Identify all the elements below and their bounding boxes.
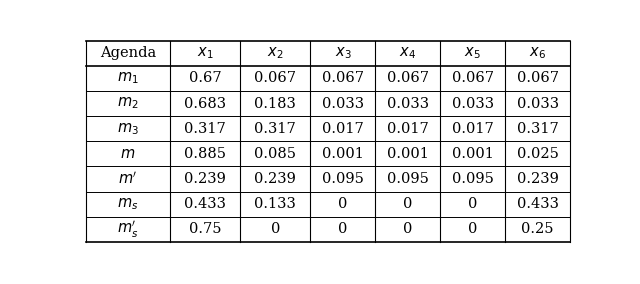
Text: $x_4$: $x_4$ [399, 45, 416, 61]
Text: $x_6$: $x_6$ [529, 45, 546, 61]
Text: 0.239: 0.239 [254, 172, 296, 186]
Text: $m_s$: $m_s$ [117, 196, 138, 212]
Text: Agenda: Agenda [100, 46, 156, 60]
Text: 0.885: 0.885 [184, 147, 226, 161]
Text: 0.067: 0.067 [452, 71, 493, 85]
Text: 0.067: 0.067 [516, 71, 559, 85]
Text: $m_1$: $m_1$ [117, 70, 139, 86]
Text: 0.095: 0.095 [322, 172, 364, 186]
Text: 0.239: 0.239 [184, 172, 226, 186]
Text: 0: 0 [403, 222, 412, 236]
Text: 0.75: 0.75 [189, 222, 221, 236]
Text: 0.033: 0.033 [516, 97, 559, 110]
Text: 0.001: 0.001 [452, 147, 493, 161]
Text: 0.017: 0.017 [452, 122, 493, 136]
Text: $x_1$: $x_1$ [196, 45, 213, 61]
Text: 0.001: 0.001 [387, 147, 429, 161]
Text: 0.239: 0.239 [516, 172, 559, 186]
Text: 0.095: 0.095 [387, 172, 429, 186]
Text: 0: 0 [338, 197, 348, 211]
Text: $m_2$: $m_2$ [117, 96, 139, 111]
Text: 0: 0 [338, 222, 348, 236]
Text: 0.033: 0.033 [452, 97, 493, 110]
Text: 0: 0 [403, 197, 412, 211]
Text: 0.133: 0.133 [254, 197, 296, 211]
Text: 0.317: 0.317 [516, 122, 559, 136]
Text: 0.067: 0.067 [387, 71, 429, 85]
Text: 0.017: 0.017 [322, 122, 364, 136]
Text: 0: 0 [468, 197, 477, 211]
Text: 0.433: 0.433 [516, 197, 559, 211]
Text: $x_5$: $x_5$ [465, 45, 481, 61]
Text: $m'$: $m'$ [118, 171, 138, 187]
Text: 0.317: 0.317 [254, 122, 296, 136]
Text: 0.433: 0.433 [184, 197, 226, 211]
Text: 0: 0 [468, 222, 477, 236]
Text: 0.033: 0.033 [387, 97, 429, 110]
Text: 0.67: 0.67 [189, 71, 221, 85]
Text: $x_2$: $x_2$ [267, 45, 284, 61]
Text: 0.067: 0.067 [322, 71, 364, 85]
Text: 0.683: 0.683 [184, 97, 226, 110]
Text: $x_3$: $x_3$ [335, 45, 351, 61]
Text: 0.25: 0.25 [522, 222, 554, 236]
Text: 0.067: 0.067 [254, 71, 296, 85]
Text: 0.085: 0.085 [254, 147, 296, 161]
Text: 0.033: 0.033 [322, 97, 364, 110]
Text: 0: 0 [271, 222, 280, 236]
Text: 0.317: 0.317 [184, 122, 226, 136]
Text: 0.025: 0.025 [516, 147, 559, 161]
Text: 0.095: 0.095 [452, 172, 493, 186]
Text: $m_3$: $m_3$ [117, 121, 139, 137]
Text: $m$: $m$ [120, 147, 136, 161]
Text: 0.183: 0.183 [254, 97, 296, 110]
Text: $m_s'$: $m_s'$ [117, 219, 138, 240]
Text: 0.001: 0.001 [322, 147, 364, 161]
Text: 0.017: 0.017 [387, 122, 429, 136]
